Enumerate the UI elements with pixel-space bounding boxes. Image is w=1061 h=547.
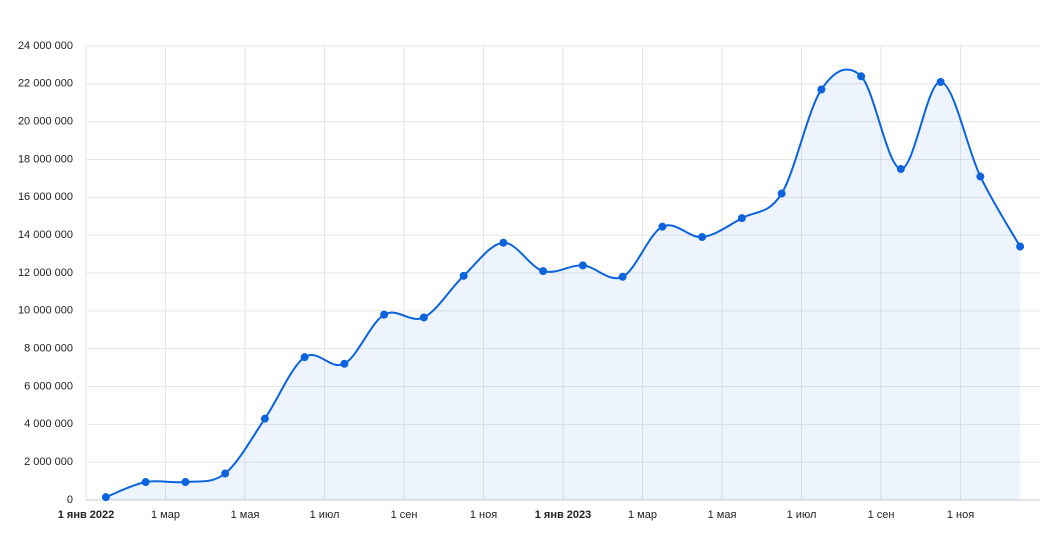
- point: [459, 271, 468, 280]
- y-tick-label: 22 000 000: [18, 78, 73, 90]
- y-tick-label: 12 000 000: [18, 267, 73, 279]
- x-tick-label: 1 мая: [231, 509, 260, 521]
- area: [105, 69, 1021, 501]
- y-tick-label: 14 000 000: [18, 229, 73, 241]
- y-tick-label: 16 000 000: [18, 191, 73, 203]
- x-tick-label: 1 ноя: [470, 509, 497, 521]
- y-tick-label: 18 000 000: [18, 153, 73, 165]
- point: [936, 77, 945, 86]
- x-tick-label: 1 июл: [310, 509, 340, 521]
- point: [380, 310, 389, 319]
- y-tick-label: 8 000 000: [24, 343, 73, 355]
- point: [578, 261, 587, 270]
- point: [817, 85, 826, 94]
- x-tick-label: 1 мая: [708, 509, 737, 521]
- x-tick-label: 1 июл: [787, 509, 817, 521]
- point: [221, 469, 230, 478]
- point: [1016, 242, 1025, 251]
- x-tick-label: 1 мар: [628, 509, 657, 521]
- point: [698, 233, 707, 242]
- x-tick-label: 1 ноя: [947, 509, 974, 521]
- x-tick-label: 1 сен: [391, 509, 418, 521]
- y-tick-label: 6 000 000: [24, 380, 73, 392]
- point: [101, 493, 110, 502]
- point: [300, 353, 309, 362]
- point: [141, 478, 150, 487]
- point: [499, 238, 508, 247]
- point: [896, 164, 905, 173]
- x-tick-label: 1 сен: [868, 509, 895, 521]
- point: [618, 272, 627, 281]
- point: [976, 172, 985, 181]
- point: [340, 359, 349, 368]
- x-tick-label: 1 янв 2022: [58, 509, 115, 521]
- point: [857, 72, 866, 81]
- point: [737, 214, 746, 223]
- point: [181, 478, 190, 487]
- x-tick-label: 1 янв 2023: [535, 509, 592, 521]
- point: [658, 222, 667, 231]
- x-tick-label: 1 мар: [151, 509, 180, 521]
- point: [539, 267, 548, 276]
- y-tick-label: 2 000 000: [24, 456, 73, 468]
- point: [419, 313, 428, 322]
- point: [777, 189, 786, 198]
- point: [260, 414, 269, 423]
- y-tick-label: 10 000 000: [18, 305, 73, 317]
- y-tick-label: 20 000 000: [18, 116, 73, 128]
- y-tick-label: 0: [67, 494, 73, 506]
- y-tick-label: 4 000 000: [24, 418, 73, 430]
- y-tick-label: 24 000 000: [18, 40, 73, 52]
